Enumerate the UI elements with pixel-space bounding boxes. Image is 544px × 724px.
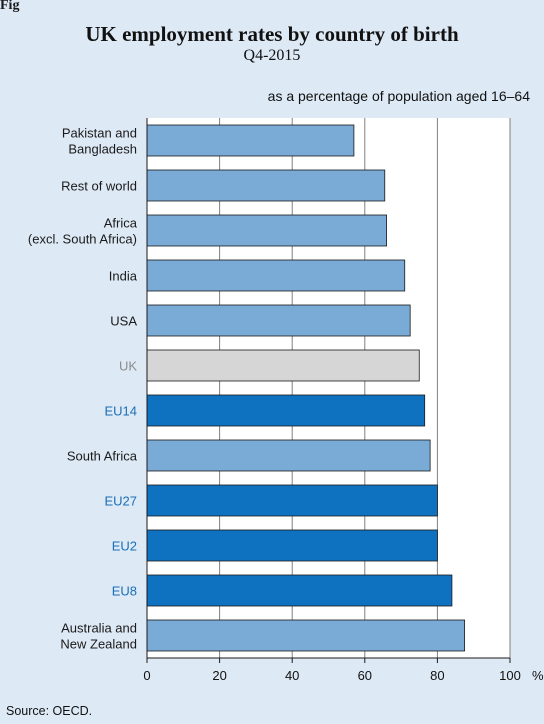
category-label: India bbox=[109, 269, 138, 284]
source-note: Source: OECD. bbox=[6, 704, 93, 718]
category-label: EU27 bbox=[104, 494, 137, 509]
bar-pakistan-and-bangladesh bbox=[146, 124, 355, 157]
x-axis-unit: % bbox=[532, 668, 544, 683]
figure-tag: Figure bbox=[0, 0, 20, 13]
chart-title: UK employment rates by country of birth bbox=[85, 22, 459, 46]
x-tick-label: 100 bbox=[499, 668, 521, 683]
bar-south-africa bbox=[146, 439, 431, 472]
category-label: Bangladesh bbox=[68, 142, 137, 157]
x-tick-label: 40 bbox=[285, 668, 299, 683]
chart-unit-note: as a percentage of population aged 16–64 bbox=[267, 88, 530, 104]
category-label: South Africa bbox=[67, 449, 138, 464]
x-tick-label: 80 bbox=[430, 668, 444, 683]
category-label: Rest of world bbox=[61, 179, 137, 194]
bar-eu14 bbox=[146, 394, 426, 427]
bar-eu8 bbox=[146, 574, 453, 607]
category-label: New Zealand bbox=[60, 637, 137, 652]
category-label: EU8 bbox=[112, 584, 137, 599]
category-label: EU2 bbox=[112, 539, 137, 554]
bar-australia-and-new-zealand bbox=[146, 619, 466, 652]
bar-india bbox=[146, 259, 406, 292]
category-label: (excl. South Africa) bbox=[28, 232, 137, 247]
chart-subtitle: Q4-2015 bbox=[243, 47, 301, 64]
x-tick-label: 0 bbox=[143, 668, 150, 683]
plot-area bbox=[147, 118, 510, 658]
bar-uk bbox=[146, 349, 420, 382]
bar-africa-excl-south-africa- bbox=[146, 214, 387, 247]
x-tick-label: 20 bbox=[212, 668, 226, 683]
category-label: Pakistan and bbox=[62, 126, 137, 141]
bar-usa bbox=[146, 304, 411, 337]
category-label: EU14 bbox=[104, 404, 137, 419]
category-label: UK bbox=[119, 359, 137, 374]
bar-eu27 bbox=[146, 484, 438, 517]
category-label: Australia and bbox=[61, 621, 137, 636]
bar-rest-of-world bbox=[146, 169, 386, 202]
category-label: Africa bbox=[104, 216, 138, 231]
category-label: USA bbox=[110, 314, 137, 329]
bar-eu2 bbox=[146, 529, 438, 562]
x-tick-label: 60 bbox=[358, 668, 372, 683]
